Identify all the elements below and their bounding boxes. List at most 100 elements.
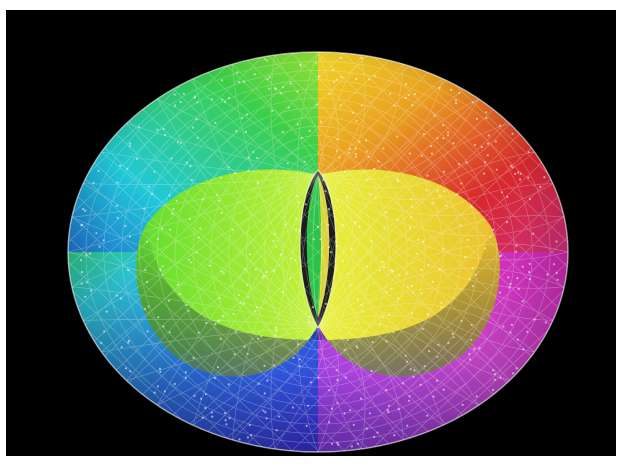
mesh-node xyxy=(146,330,148,332)
mesh-node xyxy=(328,208,330,210)
mesh-node xyxy=(377,160,379,162)
torus-figure xyxy=(6,10,616,456)
mesh-node xyxy=(156,129,158,131)
mesh-node xyxy=(299,358,301,360)
mesh-node xyxy=(555,240,557,242)
mesh-node xyxy=(357,298,359,300)
mesh-node xyxy=(211,98,213,100)
mesh-node xyxy=(180,101,182,103)
mesh-node xyxy=(177,284,179,286)
mesh-node xyxy=(381,261,383,263)
mesh-node xyxy=(371,370,373,372)
mesh-node xyxy=(507,276,509,278)
mesh-node xyxy=(146,281,148,283)
mesh-node xyxy=(440,306,442,308)
mesh-node xyxy=(447,131,449,133)
mesh-node xyxy=(82,208,84,210)
mesh-node xyxy=(333,81,335,83)
mesh-node xyxy=(129,145,131,147)
mesh-node xyxy=(229,417,231,419)
mesh-node xyxy=(180,142,182,144)
mesh-node xyxy=(492,369,494,371)
mesh-node xyxy=(369,193,371,195)
mesh-node xyxy=(529,198,531,200)
mesh-node xyxy=(422,241,424,243)
mesh-node xyxy=(258,383,260,385)
mesh-node xyxy=(383,227,385,229)
mesh-node xyxy=(485,117,487,119)
mesh-node xyxy=(437,190,439,192)
mesh-node xyxy=(163,128,165,130)
mesh-node xyxy=(254,73,256,75)
mesh-node xyxy=(273,270,275,272)
mesh-node xyxy=(188,259,190,261)
mesh-node xyxy=(440,302,442,304)
mesh-node xyxy=(436,137,438,139)
mesh-node xyxy=(434,114,436,116)
mesh-node xyxy=(125,367,127,369)
mesh-node xyxy=(431,152,433,154)
mesh-node xyxy=(276,429,278,431)
mesh-node xyxy=(244,268,246,270)
mesh-node xyxy=(138,126,140,128)
mesh-node xyxy=(176,200,178,202)
mesh-node xyxy=(318,75,320,77)
mesh-node xyxy=(174,104,176,106)
mesh-node xyxy=(393,434,395,436)
mesh-node xyxy=(358,141,360,143)
mesh-node xyxy=(373,436,375,438)
mesh-node xyxy=(367,178,369,180)
mesh-node xyxy=(266,271,268,273)
mesh-node xyxy=(439,195,441,197)
mesh-node xyxy=(244,346,246,348)
mesh-node xyxy=(336,442,338,444)
mesh-node xyxy=(301,137,303,139)
mesh-node xyxy=(338,156,340,158)
mesh-node xyxy=(322,179,324,181)
mesh-node xyxy=(331,408,333,410)
mesh-node xyxy=(492,229,494,231)
mesh-node xyxy=(422,328,424,330)
mesh-node xyxy=(557,279,559,281)
mesh-node xyxy=(385,211,387,213)
mesh-node xyxy=(81,271,83,273)
mesh-node xyxy=(510,165,512,167)
mesh-node xyxy=(476,395,478,397)
mesh-node xyxy=(248,170,250,172)
mesh-node xyxy=(100,342,102,344)
mesh-node xyxy=(308,321,310,323)
mesh-node xyxy=(117,217,119,219)
mesh-node xyxy=(266,380,268,382)
mesh-node xyxy=(392,331,394,333)
mesh-node xyxy=(297,343,299,345)
mesh-node xyxy=(299,63,301,65)
mesh-node xyxy=(157,385,159,387)
mesh-node xyxy=(405,83,407,85)
mesh-node xyxy=(342,260,344,262)
mesh-node xyxy=(423,133,425,135)
mesh-node xyxy=(127,269,129,271)
mesh-node xyxy=(409,227,411,229)
mesh-node xyxy=(222,315,224,317)
mesh-node xyxy=(335,240,337,242)
mesh-node xyxy=(196,251,198,253)
mesh-node xyxy=(193,395,195,397)
mesh-node xyxy=(469,358,471,360)
mesh-node xyxy=(159,268,161,270)
mesh-node xyxy=(376,432,378,434)
mesh-node xyxy=(317,377,319,379)
mesh-node xyxy=(427,313,429,315)
mesh-node xyxy=(171,213,173,215)
mesh-node xyxy=(341,76,343,78)
mesh-node xyxy=(442,248,444,250)
mesh-node xyxy=(499,125,501,127)
mesh-node xyxy=(426,415,428,417)
mesh-node xyxy=(366,428,368,430)
mesh-node xyxy=(472,101,474,103)
mesh-node xyxy=(484,161,486,163)
mesh-node xyxy=(274,335,276,337)
mesh-node xyxy=(443,389,445,391)
mesh-node xyxy=(177,141,179,143)
mesh-node xyxy=(368,156,370,158)
mesh-node xyxy=(238,81,240,83)
